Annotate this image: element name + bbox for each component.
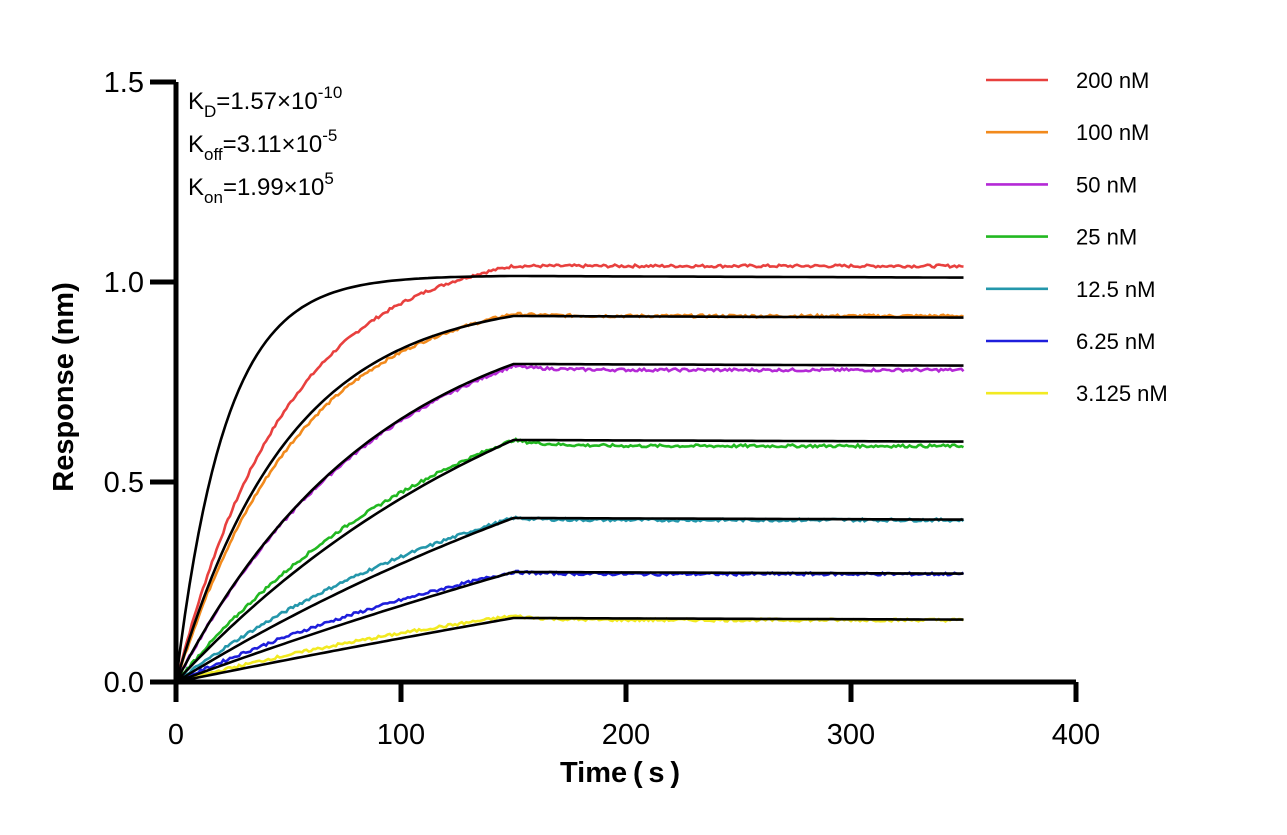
legend-label: 200 nM [1076,68,1149,93]
axes: 0 100 200 300 400 0.0 0.5 1.0 1.5 [104,67,1101,751]
fit-curve-7 [175,616,964,684]
y-tick-label: 1.0 [104,267,144,299]
legend-entry: 12.5 nM [986,277,1156,302]
x-axis-label: Time ( s ) [560,757,680,789]
series-line-3 [174,362,965,683]
fit-layer [174,274,964,684]
y-axis-label: Response (nm) [48,282,80,491]
constant-symbol: K [188,88,204,115]
legend-entry: 100 nM [986,120,1149,145]
series-line-1 [174,263,964,683]
x-tick-label: 200 [602,719,650,751]
x-tick-label: 100 [377,719,425,751]
series-line-4 [175,437,965,683]
legend: 200 nM 100 nM 50 nM 25 nM 12.5 nM 6.25 nM 3.12… [986,68,1168,406]
legend-label: 12.5 nM [1076,277,1156,302]
constant-exponent: -5 [322,126,337,145]
legend-label: 6.25 nM [1076,329,1156,354]
legend-label: 25 nM [1076,225,1137,250]
legend-entry: 200 nM [986,68,1149,93]
legend-label: 3.125 nM [1076,381,1168,406]
constant-exponent: -10 [318,83,343,102]
constant-value: =1.99×10 [223,174,324,201]
legend-label: 100 nM [1076,120,1149,145]
fit-curve-4 [175,438,964,683]
constant-value: =1.57×10 [216,88,317,115]
fit-curve-5 [175,516,964,684]
constant-subscript: D [204,102,216,121]
legend-entry: 50 nM [986,172,1137,197]
fit-curve-3 [174,362,964,683]
x-tick-label: 300 [827,719,875,751]
series-line-7 [175,614,965,684]
legend-label: 50 nM [1076,172,1137,197]
fit-curve-6 [175,570,964,684]
y-tick-label: 0.5 [104,467,144,499]
x-tick-label: 400 [1052,719,1100,751]
constant-value: =3.11×10 [223,131,323,158]
kinetic-constant: Koff=3.11×10-5 [188,126,337,164]
series-line-2 [174,311,964,683]
constant-subscript: off [204,145,223,164]
legend-entry: 3.125 nM [986,381,1168,406]
constant-exponent: 5 [324,169,333,188]
y-tick-label: 1.5 [104,67,144,99]
series-line-6 [175,569,965,684]
legend-entry: 6.25 nM [986,329,1156,354]
fit-curve-1 [174,274,964,683]
constant-symbol: K [188,174,204,201]
kinetic-constant: KD=1.57×10-10 [188,83,342,121]
kinetic-constant: Kon=1.99×105 [188,169,334,207]
fit-curve-2 [174,314,964,683]
x-tick-label: 0 [168,719,184,751]
y-tick-label: 0.0 [104,667,144,699]
legend-entry: 25 nM [986,225,1137,250]
constant-symbol: K [188,131,204,158]
constant-subscript: on [204,188,223,207]
